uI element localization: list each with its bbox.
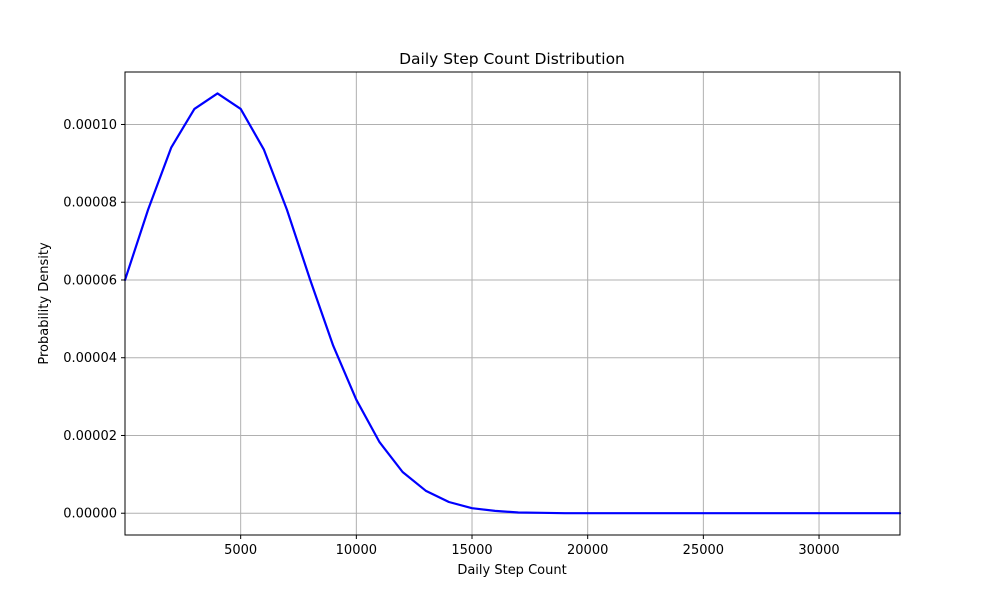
chart-title: Daily Step Count Distribution: [399, 50, 625, 68]
y-tick-label: 0.00000: [63, 507, 117, 522]
x-tick-label: 5000: [224, 543, 257, 558]
y-tick-label: 0.00002: [63, 429, 117, 444]
y-axis-ticks: 0.00000 0.00002 0.00004 0.00006 0.00008 0.000…: [63, 118, 125, 522]
plot-area: [123, 92, 902, 515]
x-tick-label: 20000: [567, 543, 608, 558]
x-tick-label: 10000: [336, 543, 377, 558]
x-axis-label: Daily Step Count: [457, 563, 566, 578]
x-tick-label: 15000: [451, 543, 492, 558]
y-axis-label: Probability Density: [37, 242, 52, 365]
y-tick-label: 0.00008: [63, 196, 117, 211]
x-axis-ticks: 5000 10000 15000 20000 25000 30000: [224, 535, 840, 558]
y-tick-label: 0.00004: [63, 351, 117, 366]
x-tick-label: 25000: [683, 543, 724, 558]
plot-frame: [124, 71, 901, 536]
x-tick-label: 30000: [798, 543, 839, 558]
grid: [125, 72, 900, 535]
y-tick-label: 0.00006: [63, 273, 117, 288]
y-tick-label: 0.00010: [63, 118, 117, 133]
density-curve: [123, 92, 902, 515]
